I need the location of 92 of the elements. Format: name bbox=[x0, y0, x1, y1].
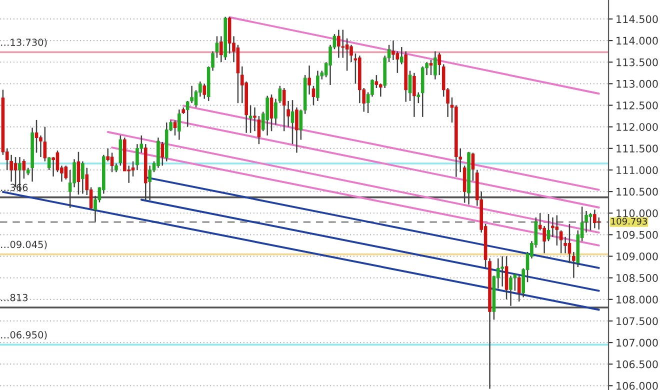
candlestick bbox=[564, 236, 567, 254]
candlestick bbox=[72, 158, 76, 188]
candlestick bbox=[160, 141, 164, 166]
candlestick bbox=[220, 36, 223, 63]
candlestick bbox=[341, 29, 345, 58]
candlestick bbox=[47, 156, 51, 171]
candlestick bbox=[500, 256, 504, 288]
candlestick bbox=[257, 115, 261, 145]
candlestick bbox=[593, 209, 596, 229]
candlestick bbox=[350, 44, 353, 63]
candlestick bbox=[408, 70, 412, 102]
candlestick bbox=[299, 108, 303, 140]
y-tick-label: 107.500 bbox=[616, 317, 658, 326]
candlestick bbox=[43, 126, 47, 162]
candlestick bbox=[52, 156, 55, 178]
candlestick bbox=[118, 134, 122, 166]
ref-line-label: 109.793 bbox=[611, 218, 647, 225]
candlestick bbox=[517, 275, 521, 302]
y-tick-label: 114.500 bbox=[616, 15, 658, 24]
annotation: …06.950) bbox=[1, 330, 47, 340]
annotation: …09.045) bbox=[1, 240, 47, 250]
candlestick bbox=[202, 83, 206, 100]
candlestick bbox=[542, 225, 546, 254]
candlestick bbox=[39, 134, 42, 158]
y-tick-label: 110.000 bbox=[616, 209, 658, 218]
candlestick bbox=[588, 212, 592, 231]
candlestick bbox=[584, 210, 588, 234]
candlestick bbox=[337, 29, 340, 58]
candlestick bbox=[345, 38, 349, 72]
y-tick-label: 112.500 bbox=[616, 101, 658, 110]
candlestick bbox=[416, 92, 420, 104]
candlestick bbox=[290, 99, 294, 145]
candlestick bbox=[178, 108, 181, 140]
y-tick-label: 111.500 bbox=[616, 144, 658, 153]
candlestick bbox=[462, 165, 466, 204]
candlestick bbox=[400, 46, 404, 65]
candlestick bbox=[22, 158, 26, 180]
candlestick bbox=[429, 59, 433, 76]
candlestick bbox=[412, 72, 416, 118]
candlestick bbox=[572, 251, 576, 278]
candlestick bbox=[316, 70, 320, 102]
annotation: …813 bbox=[1, 294, 28, 302]
candlestick bbox=[282, 87, 286, 132]
candlestick bbox=[81, 160, 84, 194]
y-tick-label: 109.000 bbox=[616, 252, 658, 260]
candlestick bbox=[471, 152, 475, 182]
candlestick bbox=[266, 95, 269, 136]
y-tick-label: 108.500 bbox=[616, 274, 658, 282]
candlestick bbox=[546, 213, 550, 242]
candlestick bbox=[597, 216, 601, 230]
y-tick-label: 113.500 bbox=[616, 58, 658, 66]
candlestick bbox=[148, 165, 152, 201]
y-tick-label: 110.500 bbox=[616, 188, 658, 196]
candlestick bbox=[186, 100, 190, 128]
candlestick bbox=[131, 160, 135, 178]
candlestick bbox=[568, 223, 572, 264]
candlestick bbox=[434, 50, 437, 80]
y-tick-label: 112.000 bbox=[616, 123, 658, 131]
candlestick bbox=[106, 148, 110, 162]
y-tick-label: 107.000 bbox=[616, 338, 658, 347]
y-tick-label: 113.000 bbox=[616, 80, 658, 88]
y-tick-label: 109.500 bbox=[616, 230, 658, 239]
candlestick bbox=[504, 256, 508, 300]
candlestick bbox=[312, 85, 316, 106]
candlestick bbox=[56, 150, 60, 173]
candlestick bbox=[396, 50, 400, 74]
candlestick bbox=[509, 275, 512, 306]
y-tick-label: 106.500 bbox=[616, 360, 658, 368]
y-tick-label: 111.000 bbox=[616, 166, 658, 174]
candlestick bbox=[555, 214, 559, 246]
candlestick bbox=[64, 165, 68, 180]
candlestick bbox=[278, 85, 282, 104]
candlestick bbox=[551, 216, 554, 238]
candlestick bbox=[295, 106, 298, 154]
candlestick bbox=[173, 120, 177, 136]
annotation: …13.730) bbox=[1, 38, 47, 48]
candlestick bbox=[190, 85, 194, 104]
candlestick bbox=[136, 143, 139, 171]
candlestick bbox=[438, 52, 442, 76]
y-tick-label: 108.000 bbox=[616, 296, 658, 304]
candlestick bbox=[253, 106, 256, 132]
candlestick bbox=[34, 119, 38, 154]
y-tick-label: 106.000 bbox=[616, 382, 658, 390]
candlestick bbox=[248, 104, 252, 134]
candlestick bbox=[308, 64, 311, 96]
candlestick bbox=[392, 40, 395, 61]
y-tick-label: 114.000 bbox=[616, 36, 658, 45]
candlestick bbox=[270, 94, 274, 132]
candlestick bbox=[274, 98, 278, 126]
candlestick bbox=[76, 151, 80, 196]
candlestick bbox=[374, 74, 378, 89]
candlestick bbox=[110, 152, 114, 173]
